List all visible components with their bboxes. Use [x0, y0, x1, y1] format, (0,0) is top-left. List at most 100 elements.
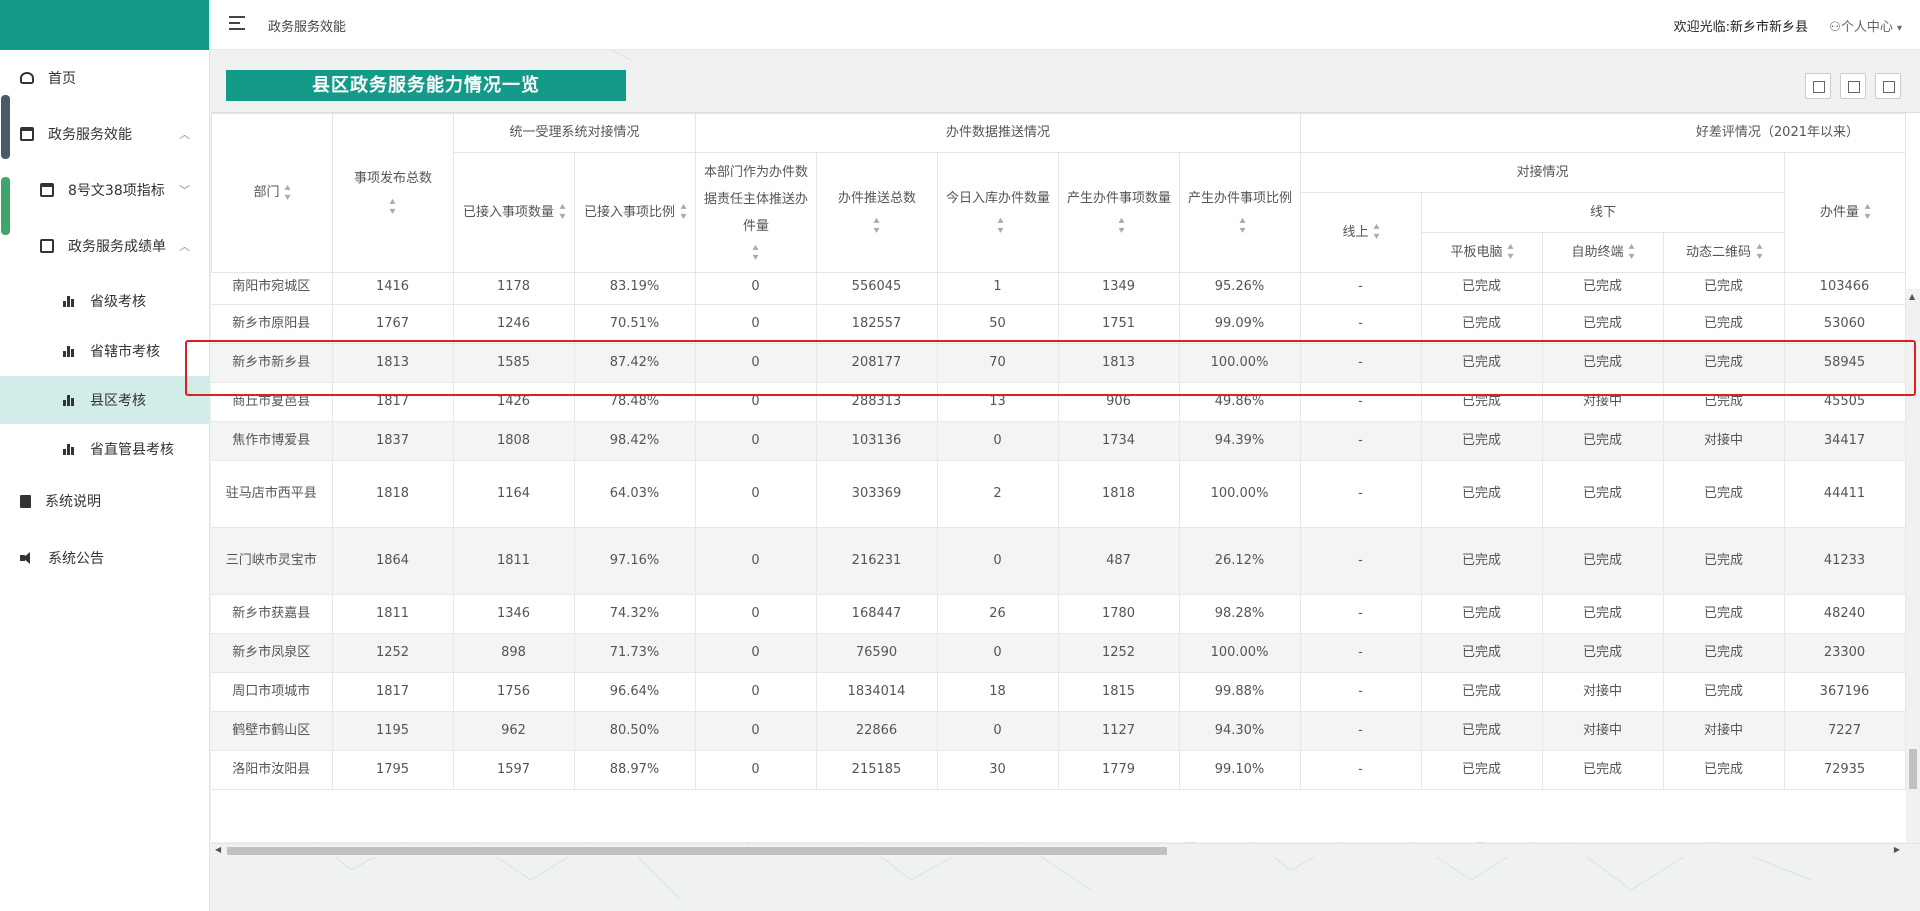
sort-icon[interactable]: ▴ ▾ — [873, 215, 881, 236]
table-cell: 对接中 — [1542, 711, 1664, 751]
sidebar-item-2[interactable]: 8号文38项指标 ﹀ — [0, 166, 210, 214]
sidebar-item-5[interactable]: 省辖市考核 — [0, 327, 210, 375]
table-row[interactable]: 新乡市获嘉县 1811 1346 74.32% 0 168447 26 1780 98.28% -… — [211, 594, 1906, 634]
export-icon[interactable] — [1840, 73, 1866, 99]
table-cell: 7227 — [1784, 711, 1906, 751]
table-cell: 13 — [937, 382, 1059, 422]
table-cell: 0 — [695, 382, 817, 422]
col-push-total[interactable]: 办件推送总数 ▴ ▾ — [816, 152, 938, 273]
table-cell: 95.26% — [1179, 273, 1301, 305]
table-row[interactable]: 南阳市宛城区 1416 1178 83.19% 0 556045 1 1349 95.26% - 已… — [211, 273, 1906, 305]
table-row[interactable]: 新乡市新乡县 1813 1585 87.42% 0 208177 70 1813 100.00%… — [211, 343, 1906, 383]
col-tablet[interactable]: 平板电脑 ▴ ▾ — [1421, 232, 1543, 273]
calendar-icon — [20, 127, 34, 141]
sidebar-item-label: 省级考核 — [90, 294, 146, 310]
table-row[interactable]: 焦作市博爱县 1837 1808 98.42% 0 103136 0 1734 94.39% - 已… — [211, 421, 1906, 461]
sort-icon[interactable]: ▴ ▾ — [1118, 215, 1126, 236]
sort-icon[interactable]: ▴ ▾ — [1239, 215, 1247, 236]
table-cell: 0 — [937, 527, 1059, 595]
table-cell: 0 — [695, 343, 817, 383]
table-cell: 23300 — [1784, 633, 1906, 673]
table-cell: 487 — [1058, 527, 1180, 595]
sidebar-item-7[interactable]: 省直管县考核 — [0, 425, 210, 473]
table-cell: 216231 — [816, 527, 938, 595]
sort-icon[interactable]: ▴ ▾ — [752, 242, 760, 263]
sort-icon[interactable]: ▴ ▾ — [680, 201, 687, 222]
table-row[interactable]: 驻马店市西平县 1818 1164 64.03% 0 303369 2 1818 100.00%… — [211, 460, 1906, 528]
scroll-right-icon[interactable]: ▶ — [1893, 845, 1900, 854]
table-row[interactable]: 周口市项城市 1817 1756 96.64% 0 1834014 18 1815 99.88%… — [211, 672, 1906, 712]
table-cell: 45505 — [1784, 382, 1906, 422]
col-dept-push[interactable]: 本部门作为办件数据责任主体推送办件量 ▴ ▾ — [695, 152, 817, 273]
horizontal-scrollbar[interactable]: ◀ ▶ — [211, 843, 1920, 857]
col-total[interactable]: 事项发布总数 ▴ ▾ — [332, 113, 454, 273]
table-cell: 53060 — [1784, 304, 1906, 344]
table-cell: 0 — [695, 672, 817, 712]
sort-icon[interactable]: ▴ ▾ — [1864, 201, 1871, 222]
sidebar-item-3[interactable]: 政务服务成绩单 ︿ — [0, 222, 210, 270]
table-cell: 70.51% — [574, 304, 696, 344]
col-produced-count[interactable]: 产生办件事项数量 ▴ ▾ — [1058, 152, 1180, 273]
table-row[interactable]: 三门峡市灵宝市 1864 1811 97.16% 0 216231 0 487 26.12% - 已… — [211, 527, 1906, 595]
table-row[interactable]: 商丘市夏邑县 1817 1426 78.48% 0 288313 13 906 49.86% - 已… — [211, 382, 1906, 422]
col-qrcode[interactable]: 动态二维码 ▴ ▾ — [1663, 232, 1785, 273]
table-cell: 100.00% — [1179, 343, 1301, 383]
sort-icon[interactable]: ▴ ▾ — [1373, 221, 1381, 242]
col-today[interactable]: 今日入库办件数量 ▴ ▾ — [937, 152, 1059, 273]
sidebar-item-label: 系统说明 — [45, 494, 101, 510]
table-cell: 962 — [453, 711, 575, 751]
scroll-up-icon[interactable]: ▲ — [1909, 292, 1916, 301]
table-row[interactable]: 新乡市原阳县 1767 1246 70.51% 0 182557 50 1751 99.09% -… — [211, 304, 1906, 344]
user-center-menu[interactable]: ⚇个人中心 ▾ — [1829, 16, 1902, 35]
table-cell: 对接中 — [1542, 672, 1664, 712]
print-icon[interactable] — [1875, 73, 1901, 99]
table-cell: 已完成 — [1663, 460, 1785, 528]
table-cell: 1779 — [1058, 750, 1180, 790]
table-row[interactable]: 洛阳市汝阳县 1795 1597 88.97% 0 215185 30 1779 99.10% -… — [211, 750, 1906, 790]
col-online[interactable]: 线上 ▴ ▾ — [1300, 192, 1422, 273]
table-cell: 1808 — [453, 421, 575, 461]
grid-view-icon[interactable] — [1805, 73, 1831, 99]
vertical-scroll-thumb[interactable] — [1909, 749, 1917, 789]
sidebar-item-0[interactable]: 首页 — [0, 54, 210, 102]
table-cell: 1426 — [453, 382, 575, 422]
sort-icon[interactable]: ▴ ▾ — [1628, 241, 1636, 262]
menu-toggle-icon[interactable] — [229, 16, 245, 30]
sidebar-item-8[interactable]: 系统说明 — [0, 477, 210, 525]
sidebar-handle-2[interactable] — [1, 177, 10, 235]
table-row[interactable]: 鹤壁市鹤山区 1195 962 80.50% 0 22866 0 1127 94.30% - 已完成… — [211, 711, 1906, 751]
sidebar-item-9[interactable]: 系统公告 — [0, 534, 210, 582]
sort-icon[interactable]: ▴ ▾ — [1756, 241, 1763, 262]
sidebar-item-6[interactable]: 县区考核 — [0, 376, 210, 424]
col-kiosk[interactable]: 自助终端 ▴ ▾ — [1542, 232, 1664, 273]
sort-icon[interactable]: ▴ ▾ — [997, 215, 1005, 236]
col-volume[interactable]: 办件量 ▴ ▾ — [1784, 152, 1906, 273]
table-cell: 已完成 — [1421, 594, 1543, 634]
table-cell: - — [1300, 382, 1422, 422]
sidebar-item-1[interactable]: 政务服务效能 ︿ — [0, 110, 210, 158]
table-cell: 48240 — [1784, 594, 1906, 634]
table-cell: 99.88% — [1179, 672, 1301, 712]
table-cell: 新乡市获嘉县 — [211, 594, 333, 634]
scroll-left-icon[interactable]: ◀ — [215, 845, 222, 854]
table-cell: 1834014 — [816, 672, 938, 712]
sort-icon[interactable]: ▴ ▾ — [284, 181, 292, 203]
horizontal-scroll-thumb[interactable] — [227, 847, 1167, 855]
sidebar-handle-1[interactable] — [1, 95, 10, 159]
sidebar-item-4[interactable]: 省级考核 — [0, 277, 210, 325]
col-produced-ratio[interactable]: 产生办件事项比例 ▴ ▾ — [1179, 152, 1301, 273]
col-connected-count[interactable]: 已接入事项数量 ▴ ▾ — [453, 152, 575, 273]
col-connected-ratio[interactable]: 已接入事项比例 ▴ ▾ — [574, 152, 696, 273]
sort-icon[interactable]: ▴ ▾ — [389, 195, 397, 217]
sort-icon[interactable]: ▴ ▾ — [1507, 241, 1515, 262]
vertical-scrollbar[interactable]: ▲ — [1906, 289, 1920, 844]
table-row[interactable]: 新乡市凤泉区 1252 898 71.73% 0 76590 0 1252 100.00% - 已完… — [211, 633, 1906, 673]
table-cell: 556045 — [816, 273, 938, 305]
table-cell: 26 — [937, 594, 1059, 634]
table-cell: 44411 — [1784, 460, 1906, 528]
sort-icon[interactable]: ▴ ▾ — [559, 201, 566, 222]
table-cell: 已完成 — [1542, 750, 1664, 790]
table-cell: 168447 — [816, 594, 938, 634]
sidebar-item-label: 县区考核 — [90, 393, 146, 409]
col-dept[interactable]: 部门 ▴ ▾ — [211, 113, 333, 273]
